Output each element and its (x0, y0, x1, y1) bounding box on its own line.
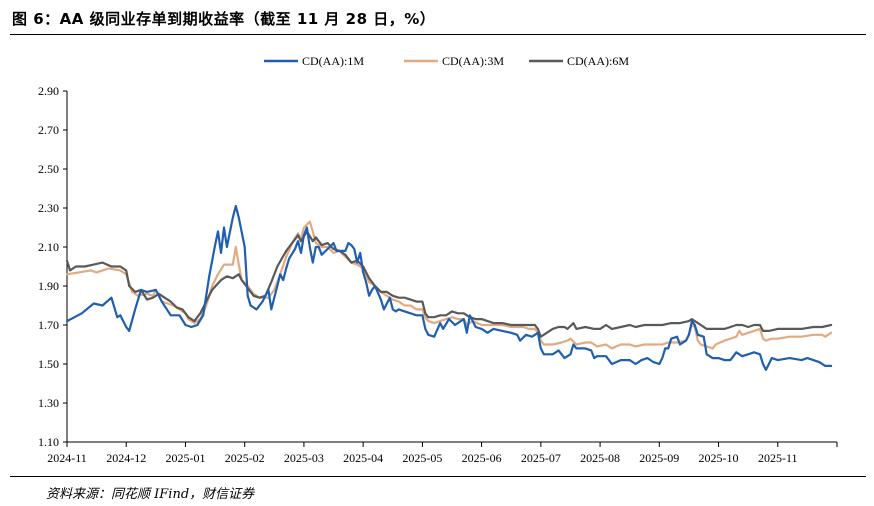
x-tick-label: 2025-10 (699, 451, 739, 465)
x-tick-label: 2024-12 (106, 451, 146, 465)
x-tick-label: 2025-03 (284, 451, 324, 465)
x-tick-label: 2025-01 (165, 451, 205, 465)
x-axis: 2024-11 2024-12 2025-01 2025-02 2025-03 2025-… (47, 441, 838, 465)
series-line-1 (65, 204, 833, 371)
x-tick-label: 2025-05 (402, 451, 442, 465)
y-tick-label: 2.70 (38, 123, 59, 137)
y-axis: 1.10 1.30 1.50 1.70 1.90 2.10 2.30 2.50 2.70 2.90 (38, 84, 68, 449)
y-tick-label: 1.30 (38, 396, 59, 410)
x-tick-label: 2025-08 (580, 451, 620, 465)
x-tick-label: 2024-11 (47, 451, 87, 465)
legend-label-3: CD(AA):6M (567, 54, 629, 68)
x-tick-label: 2025-04 (343, 451, 383, 465)
legend-label-1: CD(AA):1M (302, 54, 364, 68)
legend: CD(AA):1M CD(AA):3M CD(AA):6M (264, 54, 629, 68)
y-tick-label: 2.30 (38, 201, 59, 215)
y-tick-label: 1.90 (38, 279, 59, 293)
x-tick-label: 2025-02 (225, 451, 265, 465)
source-note: 资料来源：同花顺 IFind，财信证券 (46, 487, 255, 502)
y-tick-label: 2.10 (38, 240, 59, 254)
x-tick-label: 2025-07 (521, 451, 561, 465)
legend-label-2: CD(AA):3M (442, 54, 504, 68)
series-line-2 (65, 220, 833, 350)
x-tick-label: 2025-09 (639, 451, 679, 465)
title-divider (10, 34, 866, 35)
chart-title: 图 6：AA 级同业存单到期收益率（截至 11 月 28 日，%） (12, 10, 436, 28)
series-layer (65, 204, 833, 371)
y-tick-label: 1.70 (38, 318, 59, 332)
y-tick-label: 1.50 (38, 357, 59, 371)
line-chart: 1.10 1.30 1.50 1.70 1.90 2.10 2.30 2.50 2.70 2.90… (38, 54, 838, 465)
y-tick-label: 2.50 (38, 162, 59, 176)
source-divider (10, 476, 866, 477)
series-line-3 (65, 230, 833, 338)
y-tick-label: 2.90 (38, 84, 59, 98)
x-tick-label: 2025-11 (758, 451, 798, 465)
y-tick-label: 1.10 (38, 435, 59, 449)
x-tick-label: 2025-06 (462, 451, 502, 465)
